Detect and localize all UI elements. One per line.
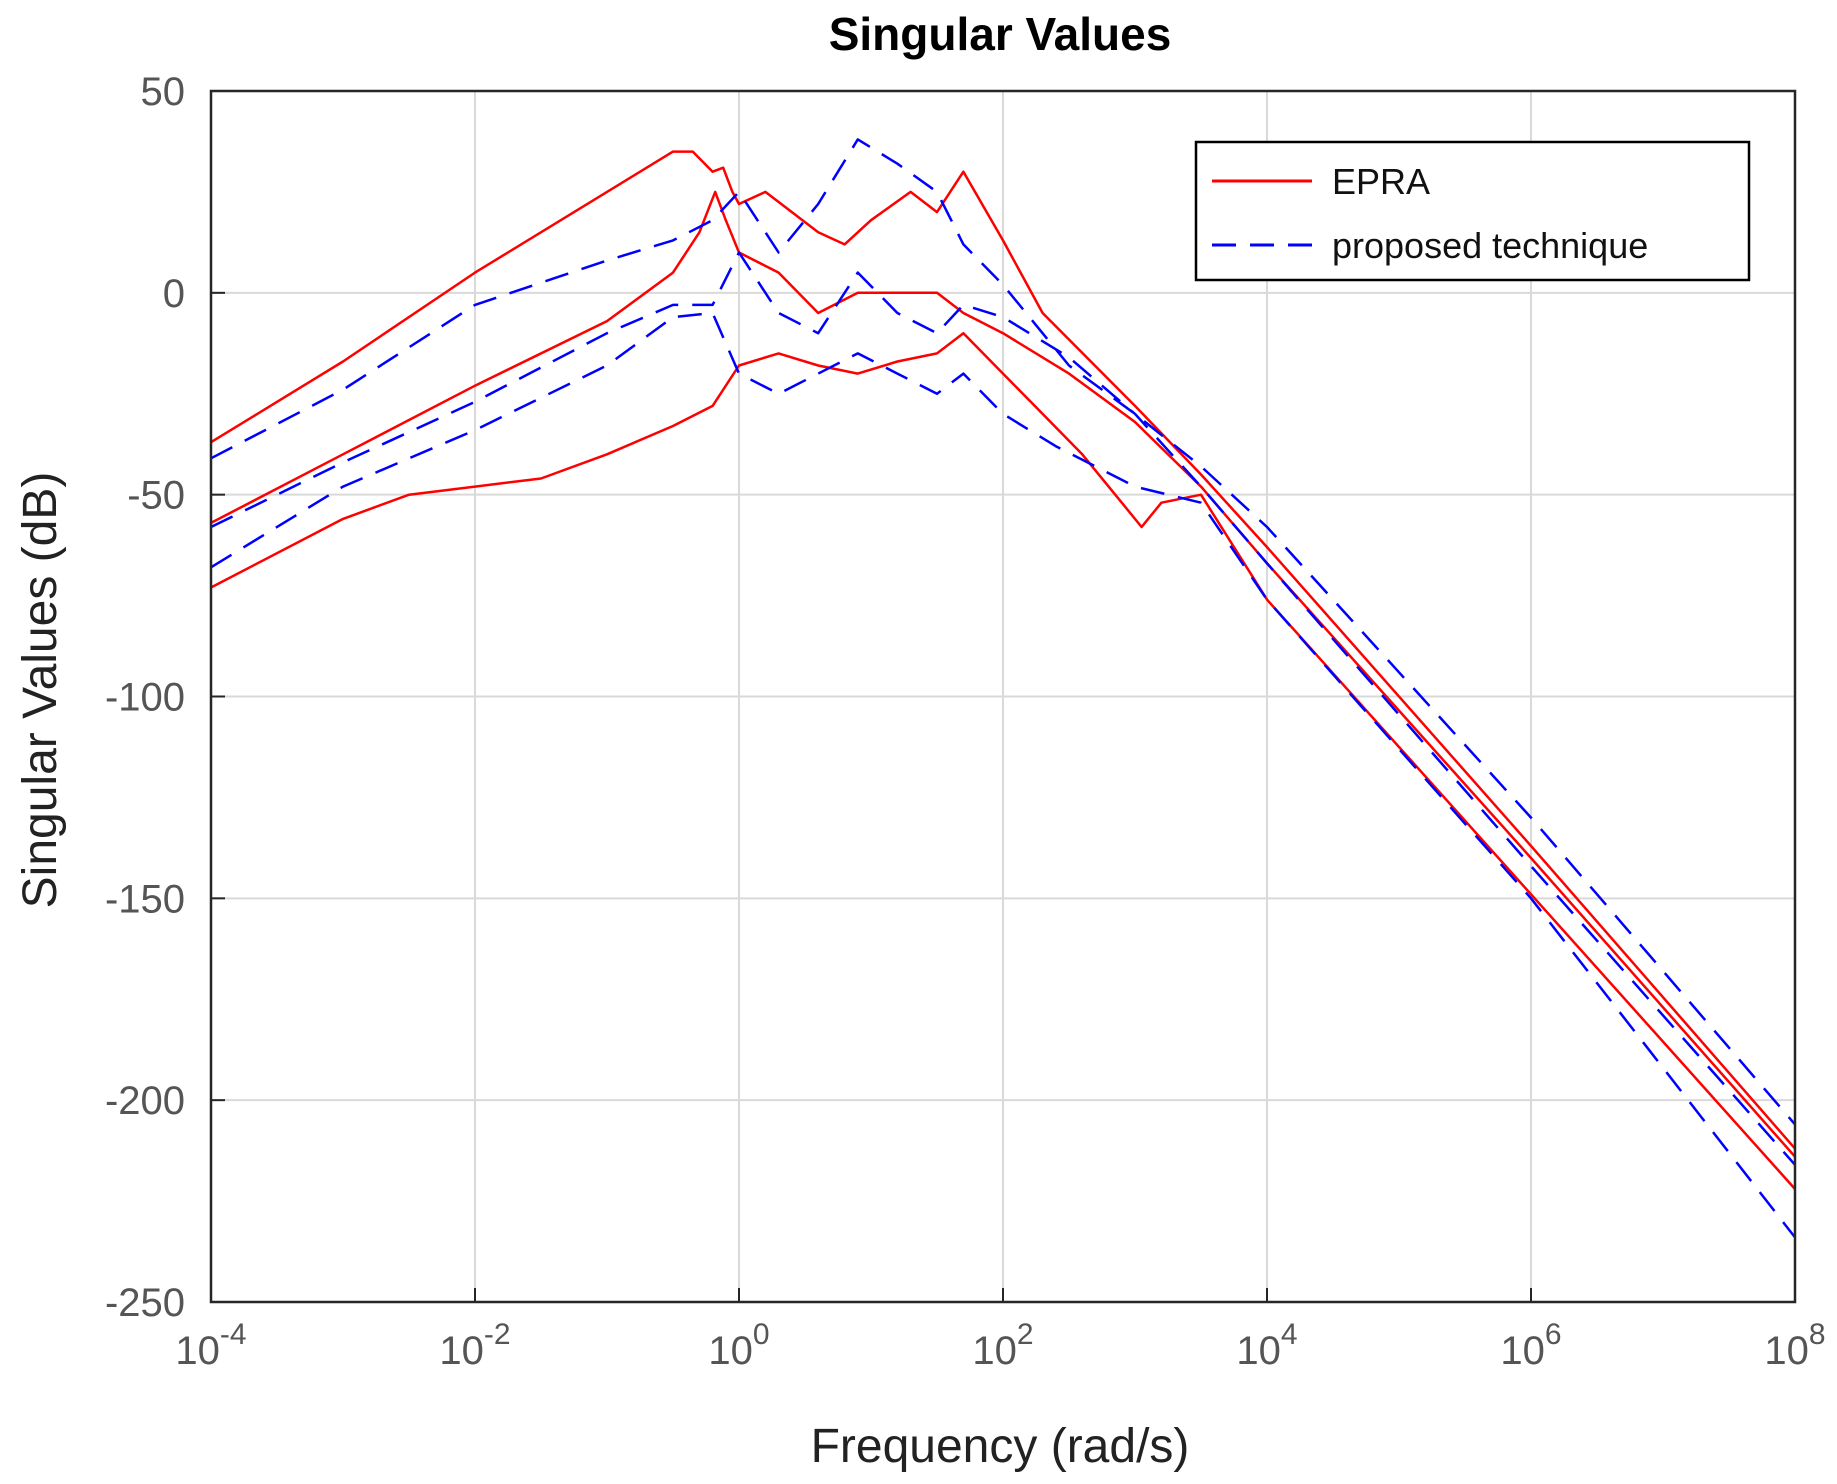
y-axis-label: Singular Values (dB) (14, 472, 67, 909)
x-tick-exponent: 0 (753, 1318, 770, 1351)
y-tick-label: -250 (105, 1281, 185, 1325)
axis-ticks: 10-4 10-2 100 102 104 106 108500-50-100-150-20… (105, 70, 1826, 1373)
x-tick-label: 106 (1500, 1318, 1561, 1373)
x-tick-label: 10-2 (439, 1318, 510, 1373)
x-tick-base: 10 (708, 1329, 753, 1373)
chart-title: Singular Values (829, 8, 1172, 60)
x-tick-base: 10 (972, 1329, 1017, 1373)
x-tick-base: 10 (1764, 1329, 1809, 1373)
x-tick-base: 10 (1236, 1329, 1281, 1373)
series-line (210, 311, 1796, 1239)
y-tick-label: 0 (163, 272, 185, 316)
series-proposed-technique (210, 138, 1796, 1239)
legend-label-epra: EPRA (1332, 161, 1430, 202)
y-tick-label: 50 (141, 70, 186, 114)
x-tick-exponent: 4 (1281, 1318, 1298, 1351)
legend-label-proposed: proposed technique (1332, 225, 1648, 266)
x-tick-base: 10 (439, 1329, 484, 1373)
x-axis-label: Frequency (rad/s) (811, 1420, 1190, 1473)
legend-box (1194, 140, 1751, 282)
series-line (210, 331, 1796, 1190)
x-tick-base: 10 (1500, 1329, 1545, 1373)
x-tick-label: 104 (1236, 1318, 1297, 1373)
x-tick-exponent: 2 (1017, 1318, 1034, 1351)
x-tick-exponent: 6 (1545, 1318, 1562, 1351)
x-tick-label: 102 (972, 1318, 1033, 1373)
series-line (210, 150, 1796, 1150)
y-tick-label: -200 (105, 1079, 185, 1123)
series-layer (210, 138, 1796, 1239)
x-tick-exponent: -4 (220, 1318, 247, 1351)
y-tick-label: -100 (105, 676, 185, 720)
x-tick-label: 108 (1764, 1318, 1825, 1373)
series-line (210, 251, 1796, 1166)
x-tick-label: 10-4 (175, 1318, 246, 1373)
y-tick-label: -50 (127, 474, 185, 518)
y-tick-label: -150 (105, 877, 185, 921)
series-line (210, 138, 1796, 1126)
x-tick-label: 100 (708, 1318, 769, 1373)
x-tick-exponent: -2 (484, 1318, 511, 1351)
legend: EPRA proposed technique (1194, 140, 1751, 282)
x-tick-exponent: 8 (1809, 1318, 1826, 1351)
x-tick-base: 10 (175, 1329, 220, 1373)
